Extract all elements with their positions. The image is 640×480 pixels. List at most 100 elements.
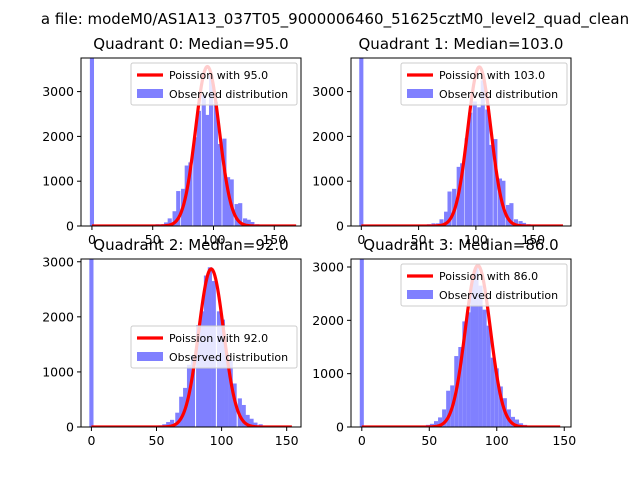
histogram-bar: [213, 101, 218, 226]
legend-label-observed: Observed distribution: [169, 351, 288, 364]
histogram-bar: [480, 80, 485, 226]
histogram-bar: [482, 309, 487, 427]
quadrant-0-plot-area: [89, 58, 298, 226]
legend: Poission with 95.0 Observed distribution: [130, 62, 298, 106]
x-tick-label: 150: [552, 433, 576, 448]
legend-frame: [130, 325, 298, 369]
histogram-bar: [493, 139, 498, 226]
x-tick-label: 0: [358, 433, 366, 448]
histogram-bar: [359, 58, 364, 226]
histogram-bar: [434, 421, 439, 427]
x-tick-label: 0: [87, 433, 95, 448]
legend-label-observed: Observed distribution: [439, 88, 558, 101]
y-tick-label: 1000: [42, 174, 74, 189]
x-tick-label: 0: [88, 232, 96, 247]
y-tick-label: 0: [66, 219, 74, 234]
histogram-bar: [513, 219, 519, 226]
histogram-bar: [444, 211, 449, 226]
legend-label-observed: Observed distribution: [169, 88, 288, 101]
legend: Poission with 103.0 Observed distribution: [400, 62, 568, 106]
histogram-bar: [462, 321, 467, 427]
histogram-bar: [243, 218, 248, 226]
quadrant-title: Quadrant 1: Median=103.0: [359, 35, 564, 53]
histogram-bar: [190, 355, 196, 427]
histogram-bar: [226, 177, 231, 226]
legend-bar-swatch: [137, 89, 163, 98]
histogram-bar: [220, 319, 225, 427]
quadrant-3-plot-area: [359, 259, 562, 427]
histogram-bar: [458, 347, 463, 427]
histogram-bar: [468, 112, 473, 226]
histogram-bar: [446, 390, 451, 427]
histogram-bar: [486, 325, 491, 427]
histogram-bar: [196, 325, 201, 427]
poisson-curve: [90, 64, 298, 226]
legend-frame: [130, 62, 298, 106]
histogram-bar: [172, 211, 177, 226]
axes-frame: [80, 258, 302, 428]
histogram-bar: [179, 396, 184, 427]
histogram-bar: [470, 280, 475, 427]
y-tick-label: 2000: [42, 129, 74, 144]
histogram-bar: [208, 75, 214, 226]
histogram-bar: [167, 218, 172, 226]
y-tick-label: 3000: [42, 254, 74, 269]
histogram-bar: [175, 412, 180, 427]
histogram-bar: [217, 144, 222, 226]
histogram-bar: [514, 419, 520, 427]
y-tick-label: 2000: [312, 313, 344, 328]
histogram-bar: [89, 259, 94, 427]
x-tick-label: 100: [464, 232, 488, 247]
quadrant-2-panel: 0 50 100 150 0 1000 2000 3000 Poission with 92.0…: [42, 236, 302, 448]
histogram-bar: [199, 311, 205, 427]
legend-bar-swatch: [407, 290, 433, 299]
legend-label-poisson: Poission with 95.0: [169, 69, 268, 82]
y-tick-label: 1000: [312, 366, 344, 381]
x-tick-label: 50: [421, 433, 437, 448]
histogram-bar: [439, 219, 444, 226]
histogram-bar: [478, 285, 483, 427]
histogram-bar: [498, 386, 503, 427]
histogram-bar: [494, 368, 499, 427]
x-tick-label: 50: [411, 232, 427, 247]
histogram-bar: [442, 409, 447, 427]
histogram-bar: [170, 419, 175, 427]
histogram-bar: [246, 219, 251, 226]
histogram-bar: [250, 221, 255, 226]
histogram-bar: [477, 107, 482, 226]
histogram-bar: [518, 221, 523, 226]
histogram-bar: [509, 203, 514, 226]
y-tick-label: 3000: [312, 84, 344, 99]
histogram-bar: [488, 144, 493, 226]
histogram-bar: [193, 137, 198, 226]
histogram-bar: [485, 109, 490, 226]
y-tick-label: 2000: [312, 129, 344, 144]
quadrant-title: Quadrant 3: Median=86.0: [363, 236, 558, 254]
y-tick-label: 0: [336, 219, 344, 234]
histogram-bar: [490, 357, 495, 427]
figure-suptitle: a file: modeM0/AS1A13_037T05_9000006460_…: [41, 10, 629, 29]
legend-label-poisson: Poission with 86.0: [439, 270, 538, 283]
quadrant-3-panel: 0 50 100 150 0 1000 2000 3000 Poission with 86.0…: [312, 236, 576, 448]
x-tick-label: 100: [210, 433, 234, 448]
histogram-bar: [447, 191, 452, 226]
legend-frame: [400, 263, 568, 307]
legend: Poission with 86.0 Observed distribution: [400, 263, 568, 307]
quadrant-title: Quadrant 2: Median=92.0: [93, 236, 288, 254]
histogram-bar: [253, 422, 258, 427]
legend-label-poisson: Poission with 103.0: [439, 69, 545, 82]
histogram-bar: [89, 58, 95, 226]
quadrant-title: Quadrant 0: Median=95.0: [93, 35, 288, 53]
histogram-bar: [201, 95, 206, 226]
histogram-bar: [224, 353, 229, 427]
axes-frame: [350, 57, 572, 227]
histogram-bar: [241, 404, 246, 427]
histogram-bar: [460, 163, 465, 226]
y-tick-label: 0: [66, 420, 74, 435]
quadrant-1-panel: 0 50 100 150 0 1000 2000 3000 Poission with 103.…: [312, 35, 572, 247]
histogram-bar: [205, 114, 210, 226]
histogram-bar: [228, 360, 233, 427]
histogram-bar: [238, 203, 243, 226]
